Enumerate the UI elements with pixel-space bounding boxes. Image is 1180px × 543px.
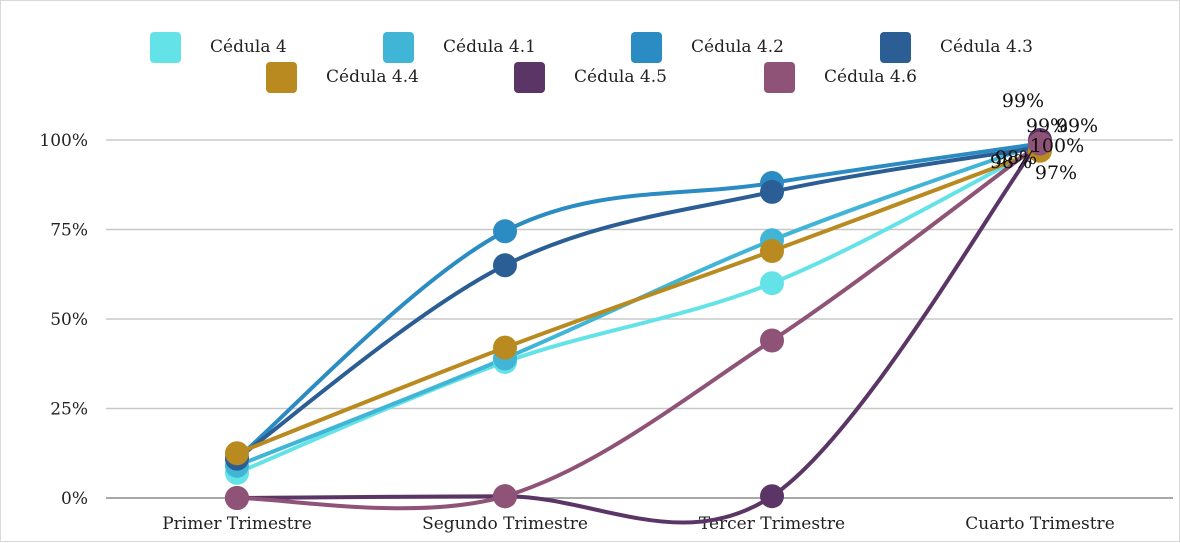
- legend: Cédula 4 Cédula 4.1 Cédula 4.2 Cédula 4.3 Cé…: [150, 32, 1033, 93]
- y-tick-label: 100%: [39, 131, 88, 151]
- data-point-cedula-4-6: [225, 486, 249, 510]
- legend-swatch: [266, 62, 297, 93]
- legend-swatch: [383, 32, 414, 63]
- legend-label: Cédula 4.3: [940, 37, 1033, 57]
- data-point-cedula-4-5: [760, 484, 784, 508]
- legend-item-cedula-4-6: Cédula 4.6: [764, 62, 917, 93]
- legend-item-cedula-4-1: Cédula 4.1: [383, 32, 536, 63]
- y-tick-label: 75%: [50, 221, 88, 241]
- data-label-cedula-4: 98%: [990, 151, 1032, 173]
- legend-item-cedula-4-4: Cédula 4.4: [266, 62, 419, 93]
- series-lines: [237, 140, 1040, 523]
- legend-swatch: [880, 32, 911, 63]
- data-point-cedula-4: [760, 271, 784, 295]
- y-tick-label: 25%: [50, 400, 88, 420]
- legend-label: Cédula 4.4: [326, 67, 419, 87]
- data-label-cedula-4-6: 99%: [1056, 115, 1098, 137]
- data-point-cedula-4-4: [493, 336, 517, 360]
- y-tick-label: 50%: [50, 310, 88, 330]
- legend-label: Cédula 4.2: [691, 37, 784, 57]
- legend-item-cedula-4-5: Cédula 4.5: [514, 62, 667, 93]
- legend-swatch: [764, 62, 795, 93]
- data-label-cedula-4-5: 100%: [1030, 135, 1084, 157]
- legend-label: Cédula 4: [210, 37, 287, 57]
- x-tick-label: Cuarto Trimestre: [965, 514, 1115, 534]
- legend-item-cedula-4-2: Cédula 4.2: [631, 32, 784, 63]
- legend-swatch: [631, 32, 662, 63]
- data-point-cedula-4-4: [760, 239, 784, 263]
- data-point-cedula-4-6: [760, 328, 784, 352]
- series-line-cedula-4-1: [237, 144, 1040, 466]
- legend-label: Cédula 4.1: [443, 37, 536, 57]
- legend-item-cedula-4-3: Cédula 4.3: [880, 32, 1033, 63]
- legend-swatch: [514, 62, 545, 93]
- data-label-cedula-4-4: 97%: [1035, 162, 1077, 184]
- legend-label: Cédula 4.6: [824, 67, 917, 87]
- legend-swatch: [150, 32, 181, 63]
- data-labels: 99%99%99%100%98%98% 97%: [990, 90, 1098, 184]
- legend-item-cedula-4: Cédula 4: [150, 32, 287, 63]
- y-tick-label: 0%: [61, 489, 88, 509]
- data-point-cedula-4-4: [225, 441, 249, 465]
- data-point-cedula-4-3: [760, 180, 784, 204]
- x-tick-label: Primer Trimestre: [162, 514, 312, 534]
- x-tick-label: Segundo Trimestre: [422, 514, 588, 534]
- data-point-cedula-4-2: [493, 219, 517, 243]
- data-point-cedula-4-6: [493, 484, 517, 508]
- data-point-cedula-4-3: [493, 253, 517, 277]
- data-label-cedula-4-2: 99%: [1002, 90, 1044, 112]
- legend-label: Cédula 4.5: [574, 67, 667, 87]
